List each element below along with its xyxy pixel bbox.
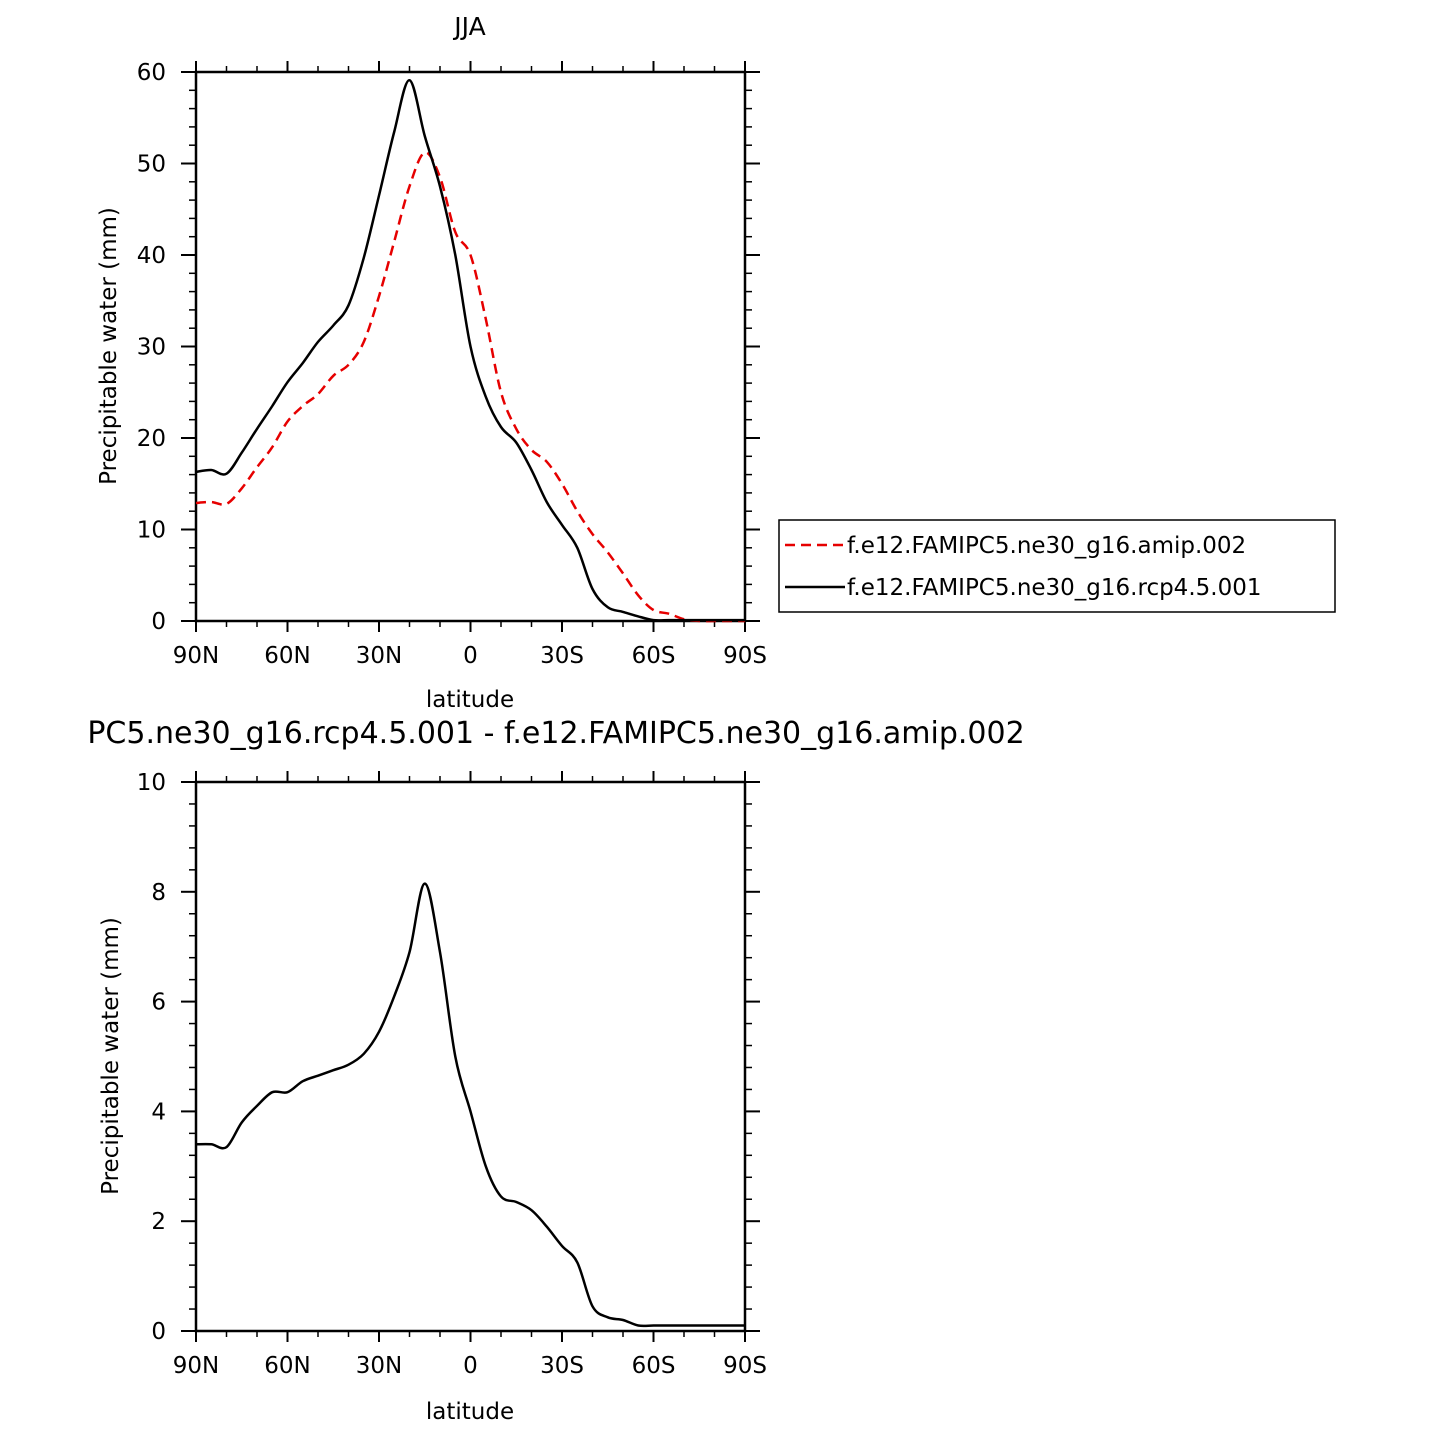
panel-2-axes: 90N 60N 30N 0 30S 60S 90S 0 2 4 6 8 10 bbox=[137, 770, 767, 1379]
panel-2-y-tick-label: 0 bbox=[151, 1319, 166, 1345]
panel-1-y-tick-label: 40 bbox=[137, 243, 166, 269]
panel-2-y-tick-label: 10 bbox=[137, 770, 166, 796]
panel-1-y-tick-label: 0 bbox=[151, 609, 166, 635]
panel-2-x-tick-label: 0 bbox=[463, 1353, 478, 1379]
panel-1-y-tick-label: 20 bbox=[137, 426, 166, 452]
panel-1-y-tick-label: 50 bbox=[137, 152, 166, 178]
panel-2-y-tick-label: 8 bbox=[151, 880, 166, 906]
panel-2-x-tick-label: 30N bbox=[356, 1353, 402, 1379]
panel-2-x-tick-label: 60S bbox=[632, 1353, 676, 1379]
panel-1-series-line-1 bbox=[195, 78, 745, 622]
panel-1-y-tick-label: 10 bbox=[137, 518, 166, 544]
panel-1-x-tick-label: 60S bbox=[632, 643, 676, 669]
legend-label-rcp: f.e12.FAMIPC5.ne30_g16.rcp4.5.001 bbox=[847, 575, 1261, 601]
panel-2-x-tick-label: 90S bbox=[723, 1353, 767, 1379]
panel-1-x-tick-label: 90S bbox=[723, 643, 767, 669]
panel-2-series bbox=[195, 882, 745, 1328]
panel-2-y-tick-label: 4 bbox=[151, 1099, 166, 1125]
panel-1-x-tick-label: 60N bbox=[264, 643, 310, 669]
panel-2-plot-frame bbox=[194, 780, 747, 1333]
panel-2-x-tick-label: 30S bbox=[540, 1353, 584, 1379]
panel-1-ylabel: Precipitable water (mm) bbox=[96, 207, 122, 485]
panel-1-series bbox=[195, 78, 745, 623]
legend-label-amip: f.e12.FAMIPC5.ne30_g16.amip.002 bbox=[847, 533, 1246, 559]
legend: f.e12.FAMIPC5.ne30_g16.amip.002 f.e12.FA… bbox=[778, 519, 1336, 613]
panel-2-xlabel: latitude bbox=[426, 1399, 514, 1425]
panel-2-x-tick-label: 60N bbox=[264, 1353, 310, 1379]
panel-2: PC5.ne30_g16.rcp4.5.001 - f.e12.FAMIPC5.… bbox=[87, 716, 1024, 1425]
panel-1-title: JJA bbox=[452, 12, 485, 41]
panel-1-x-tick-label: 0 bbox=[463, 643, 478, 669]
panel-2-title: PC5.ne30_g16.rcp4.5.001 - f.e12.FAMIPC5.… bbox=[87, 716, 1024, 751]
panel-1-y-tick-label: 30 bbox=[137, 335, 166, 361]
panel-1-axes: 90N 60N 30N 0 30S 60S 90S 0 10 20 30 40 50 60 bbox=[137, 60, 767, 669]
panel-2-y-tick-label: 6 bbox=[151, 990, 166, 1016]
panel-1: JJA 90N 60N 30N 0 30S 60S 90S 0 10 20 30 40 50 60 lat… bbox=[96, 12, 1336, 713]
panel-2-y-tick-label: 2 bbox=[151, 1209, 166, 1235]
panel-1-x-tick-label: 30N bbox=[356, 643, 402, 669]
panel-1-series-line-0 bbox=[195, 151, 745, 623]
panel-2-x-tick-label: 90N bbox=[173, 1353, 219, 1379]
panel-1-x-tick-label: 30S bbox=[540, 643, 584, 669]
panel-2-series-line-0 bbox=[195, 882, 745, 1328]
panel-2-ylabel: Precipitable water (mm) bbox=[98, 917, 124, 1195]
panel-1-x-tick-label: 90N bbox=[173, 643, 219, 669]
panel-1-xlabel: latitude bbox=[426, 687, 514, 713]
panel-1-y-tick-label: 60 bbox=[137, 60, 166, 86]
legend-box bbox=[778, 519, 1336, 613]
